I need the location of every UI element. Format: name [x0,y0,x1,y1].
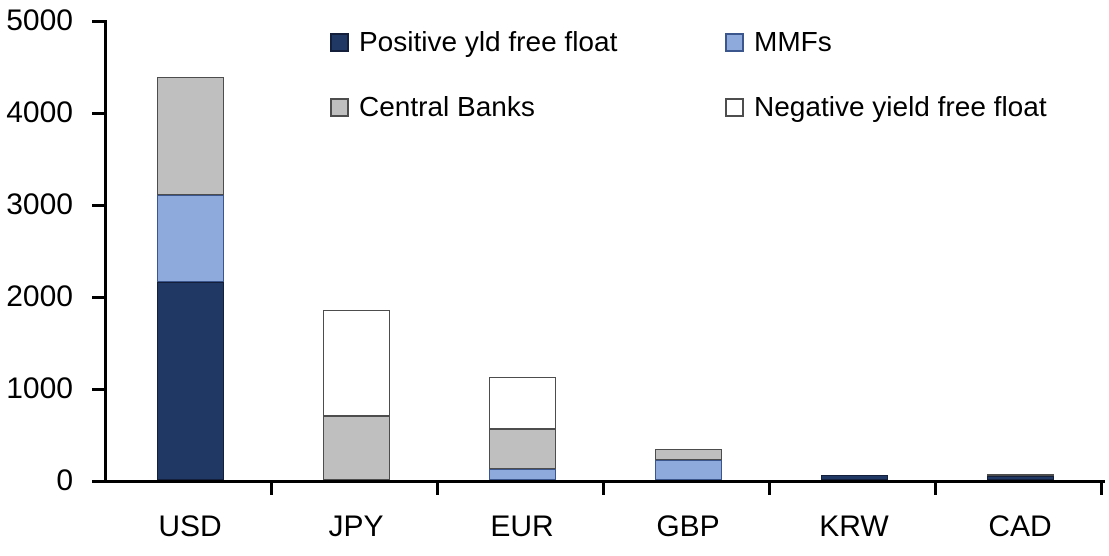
bar-segment-central-banks-gbp [654,448,722,460]
bar-segment-central-banks-cad [986,473,1054,477]
y-tick-label: 0 [56,464,73,497]
x-tick [602,480,605,495]
x-tick [1100,480,1103,495]
bar-segment-central-banks-eur [488,429,556,469]
bar-segment-positive-yld-free-float-krw [820,475,888,480]
legend-item-mmfs: MMFs [725,26,832,58]
bar-segment-mmfs-usd [156,194,224,283]
bar-segment-mmfs-eur [488,468,556,480]
y-tick [92,204,104,207]
x-tick [436,480,439,495]
x-category-label: USD [158,510,222,543]
x-tick [934,480,937,495]
y-tick-label: 5000 [6,4,73,37]
bar-segment-mmfs-gbp [654,459,722,480]
x-tick [270,480,273,495]
legend-swatch-icon [330,97,349,117]
y-tick [92,20,104,23]
y-tick-label: 3000 [6,188,73,221]
x-category-label: JPY [328,510,384,543]
legend-label: MMFs [754,26,832,57]
bar-segment-negative-yield-free-float-jpy [322,309,390,416]
y-tick-label: 2000 [6,280,73,313]
x-tick [768,480,771,495]
y-tick [92,296,104,299]
bar-segment-positive-yld-free-float-usd [156,282,224,480]
y-axis-line [104,20,107,483]
bar-segment-central-banks-jpy [322,415,390,480]
bar-segment-positive-yld-free-float-cad [986,476,1054,480]
legend-swatch-icon [725,32,744,52]
legend-item-negative-yield-free-float: Negative yield free float [725,91,1047,123]
x-category-label: EUR [490,510,554,543]
x-category-label: GBP [656,510,720,543]
x-category-label: KRW [819,510,889,543]
x-category-label: CAD [988,510,1052,543]
legend-label: Negative yield free float [754,91,1047,122]
y-tick [92,112,104,115]
legend-swatch-icon [330,32,349,52]
legend-label: Central Banks [359,91,535,122]
y-tick [92,480,104,483]
bar-segment-negative-yield-free-float-eur [488,376,556,430]
bar-segment-central-banks-usd [156,77,224,195]
y-tick-label: 4000 [6,96,73,129]
legend-item-central-banks: Central Banks [330,91,535,123]
legend-label: Positive yld free float [359,26,618,57]
legend-item-positive-yld-free-float: Positive yld free float [330,26,617,58]
y-tick [92,388,104,391]
y-tick-label: 1000 [6,372,73,405]
legend-swatch-icon [725,97,744,117]
